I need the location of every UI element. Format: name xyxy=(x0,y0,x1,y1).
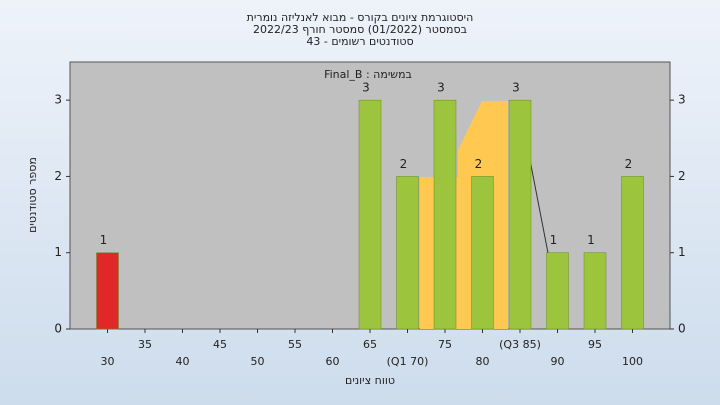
x-tick-label: 100 xyxy=(622,355,643,368)
value-label: 3 xyxy=(512,81,520,95)
y-tick-label: 1 xyxy=(54,245,62,259)
x-axis-label: טווח ציונים xyxy=(345,374,395,387)
x-tick-label: 50 xyxy=(251,355,265,368)
chart-note: סטודנטים רשומים - 43 xyxy=(306,35,413,48)
y-axis-label: מספר סטודנטים xyxy=(26,157,39,233)
x-tick-label: 80 xyxy=(476,355,490,368)
bar xyxy=(583,252,607,330)
chart-title: היסטוגרמת ציונים בקורס - מבוא לאנליזה נו… xyxy=(247,11,474,24)
x-tick-label: 40 xyxy=(176,355,190,368)
y2-tick-label: 1 xyxy=(678,245,686,259)
annotation: Final_B : במשימה xyxy=(324,68,412,81)
value-label: 3 xyxy=(437,81,445,95)
bar xyxy=(471,176,494,330)
x-tick-label: 90 xyxy=(551,355,565,368)
value-label: 1 xyxy=(100,233,108,247)
x-tick-label: 35 xyxy=(138,338,152,351)
value-label: 2 xyxy=(400,157,408,171)
x-tick-label: 95 xyxy=(588,338,602,351)
chart-subtitle: בסמסטר (01/2022) סמסטר חורף 2022/23 xyxy=(253,23,467,36)
x-tick-label: (Q3 85) xyxy=(499,338,541,351)
y2-tick-label: 3 xyxy=(678,93,686,107)
value-label: 1 xyxy=(550,233,558,247)
y2-tick-label: 0 xyxy=(678,322,686,336)
y-tick-label: 2 xyxy=(54,169,62,183)
bar xyxy=(358,99,382,330)
bar xyxy=(546,252,569,330)
bar xyxy=(621,176,644,330)
bar xyxy=(508,99,532,330)
x-tick-label: 60 xyxy=(326,355,340,368)
value-label: 2 xyxy=(475,157,483,171)
x-tick-label: 45 xyxy=(213,338,227,351)
value-label: 1 xyxy=(587,233,595,247)
x-tick-label: 75 xyxy=(438,338,452,351)
bar xyxy=(396,176,419,330)
x-tick-label: (Q1 70) xyxy=(387,355,429,368)
bar xyxy=(433,99,457,330)
bar xyxy=(96,252,119,330)
y-tick-label: 3 xyxy=(54,93,62,107)
y2-tick-label: 2 xyxy=(678,169,686,183)
y-tick-label: 0 xyxy=(54,322,62,336)
value-label: 3 xyxy=(362,81,370,95)
value-label: 2 xyxy=(625,157,633,171)
x-tick-label: 55 xyxy=(288,338,302,351)
median-line xyxy=(529,159,549,254)
x-tick-label: 65 xyxy=(363,338,377,351)
x-tick-label: 30 xyxy=(101,355,115,368)
